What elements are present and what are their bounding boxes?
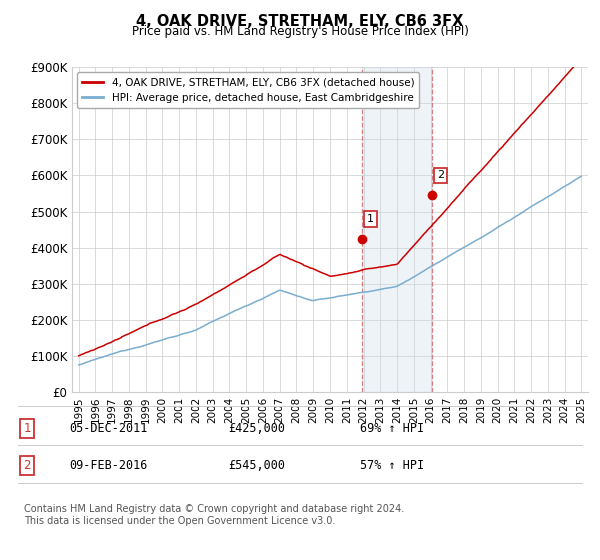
Text: 09-FEB-2016: 09-FEB-2016 [69, 459, 148, 473]
Text: 69% ↑ HPI: 69% ↑ HPI [360, 422, 424, 435]
Bar [362, 67, 432, 392]
Text: 57% ↑ HPI: 57% ↑ HPI [360, 459, 424, 473]
Text: 2: 2 [437, 170, 444, 180]
Text: 4, OAK DRIVE, STRETHAM, ELY, CB6 3FX: 4, OAK DRIVE, STRETHAM, ELY, CB6 3FX [136, 14, 464, 29]
Text: £545,000: £545,000 [228, 459, 285, 473]
Text: 05-DEC-2011: 05-DEC-2011 [69, 422, 148, 435]
Text: £425,000: £425,000 [228, 422, 285, 435]
Legend: 4, OAK DRIVE, STRETHAM, ELY, CB6 3FX (detached house), HPI: Average price, detac: 4, OAK DRIVE, STRETHAM, ELY, CB6 3FX (de… [77, 72, 419, 108]
Text: Contains HM Land Registry data © Crown copyright and database right 2024.
This d: Contains HM Land Registry data © Crown c… [24, 504, 404, 526]
Text: 1: 1 [23, 422, 31, 435]
Text: 2: 2 [23, 459, 31, 473]
Text: 1: 1 [367, 214, 374, 224]
Text: Price paid vs. HM Land Registry's House Price Index (HPI): Price paid vs. HM Land Registry's House … [131, 25, 469, 38]
